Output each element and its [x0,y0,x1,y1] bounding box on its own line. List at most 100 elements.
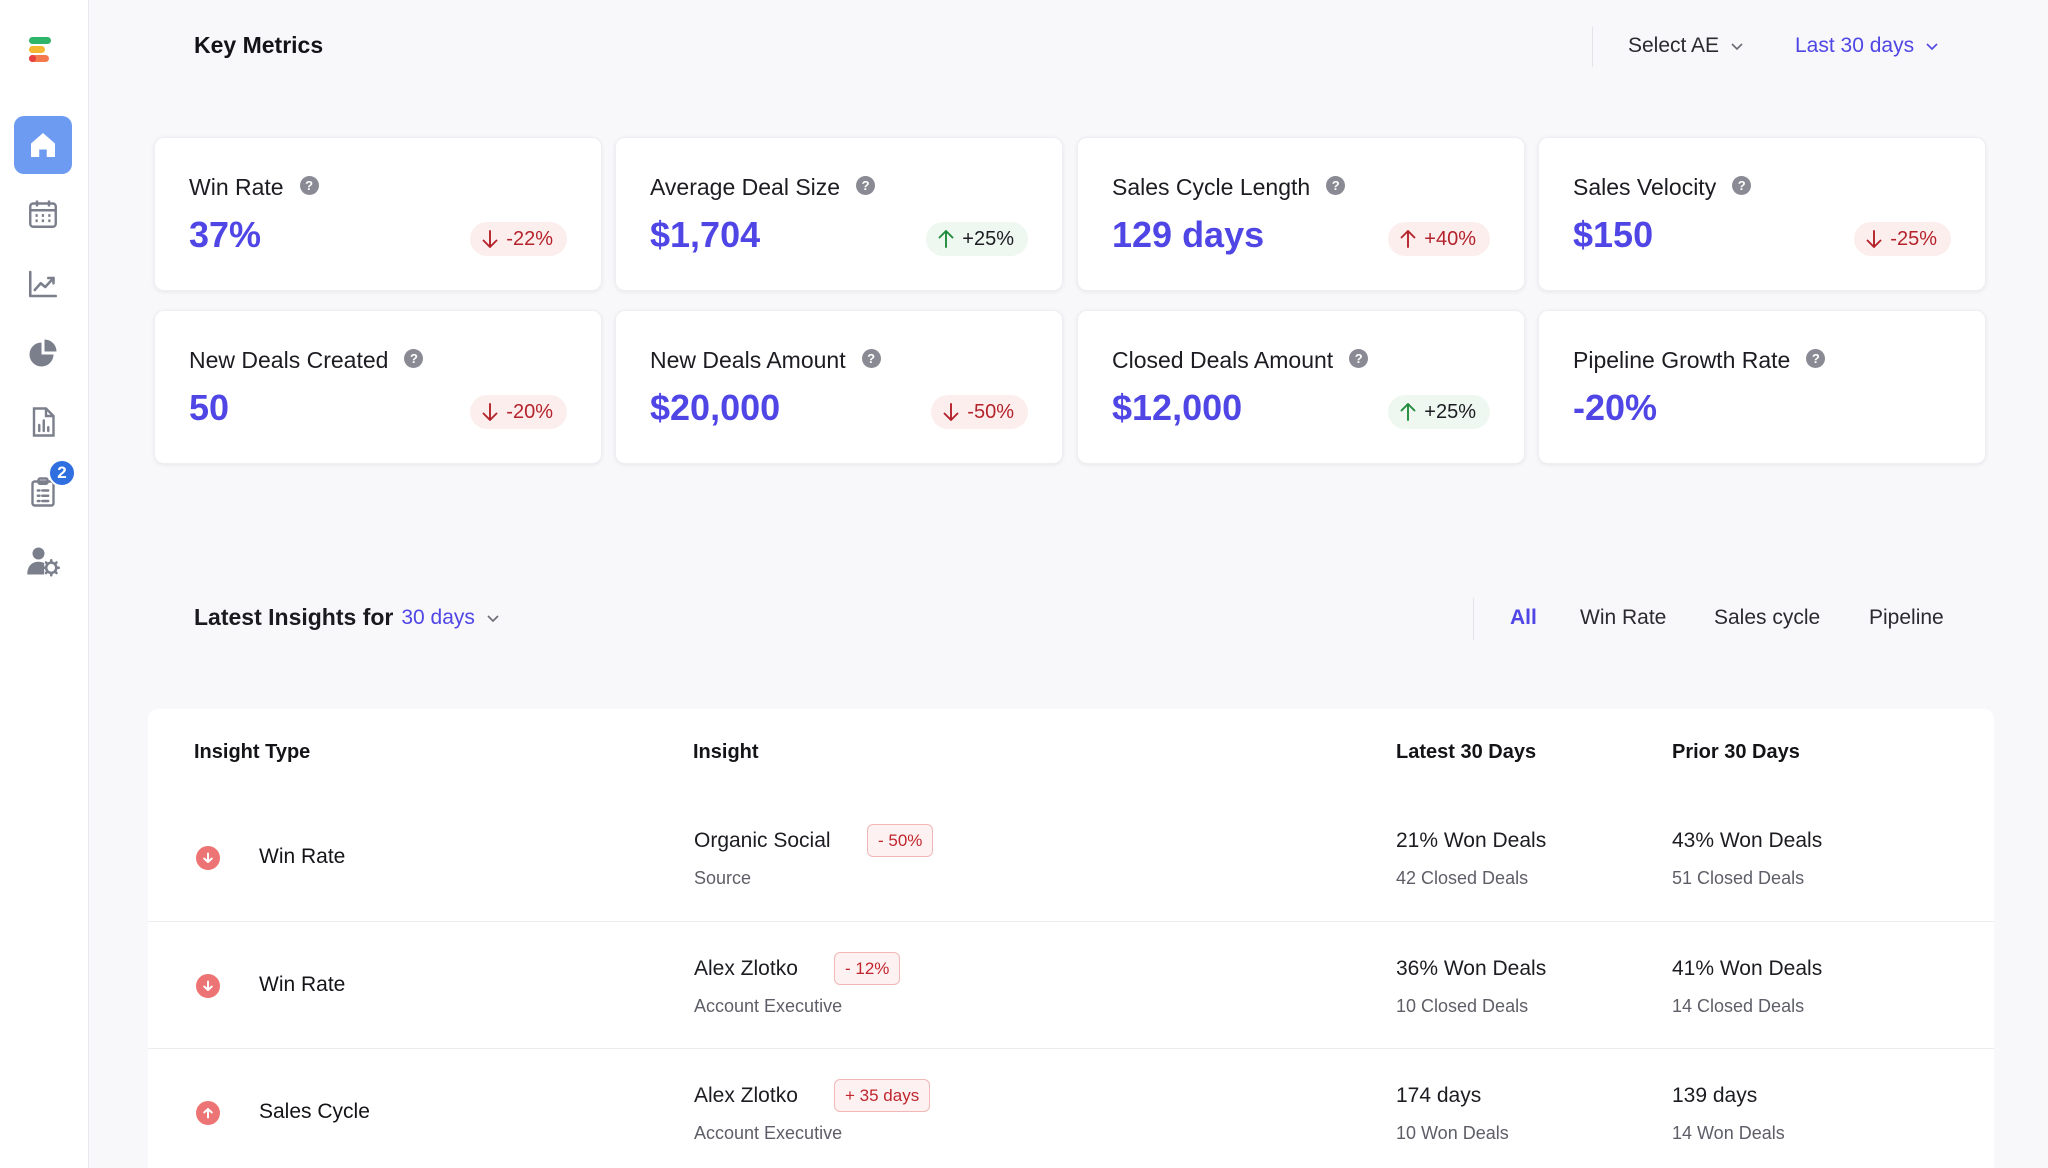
latest-subvalue: 42 Closed Deals [1396,868,1529,888]
help-icon[interactable]: ? [1732,175,1752,195]
arrow-up-icon [1398,228,1418,250]
chevron-down-icon [487,614,499,622]
tab-all[interactable]: All [1510,606,1537,629]
period-dropdown[interactable]: Last 30 days [1795,34,1940,58]
metric-delta-badge: +40% [1388,222,1490,256]
metric-card[interactable]: Sales Cycle Length? 129 days +40% [1077,137,1525,291]
trend-down-icon [196,974,220,998]
latest-subvalue: 10 Won Deals [1396,1123,1509,1143]
help-icon[interactable]: ? [1806,348,1826,368]
user-settings-icon [27,547,61,577]
arrow-up-icon [1398,401,1418,423]
metric-label-text: Average Deal Size [650,174,841,200]
help-icon[interactable]: ? [299,175,319,195]
metric-card[interactable]: New Deals Amount? $20,000 -50% [615,310,1063,464]
select-ae-dropdown[interactable]: Select AE [1628,34,1745,58]
trend-up-icon [196,1101,220,1125]
column-header-latest: Latest 30 Days [1396,741,1537,763]
sidebar-item-admin[interactable] [14,532,72,590]
arrow-down-icon [941,401,961,423]
tabs-divider [1473,598,1474,640]
sidebar-item-home[interactable] [14,116,72,174]
metric-value: 129 days [1112,214,1265,255]
metric-delta-badge: -50% [931,395,1028,429]
metric-value: $20,000 [650,387,781,428]
metric-label: Pipeline Growth Rate? [1573,347,1826,374]
metric-label: Win Rate? [189,174,319,201]
sidebar-item-breakdown[interactable] [14,324,72,382]
help-icon[interactable]: ? [404,348,424,368]
metric-label-text: Sales Cycle Length [1112,174,1311,200]
arrow-down-icon [480,228,500,250]
metric-delta-text: +25% [962,227,1014,250]
metric-delta-text: -22% [506,227,553,250]
tab-win-rate[interactable]: Win Rate [1580,606,1667,629]
help-icon[interactable]: ? [861,348,881,368]
table-row[interactable]: Sales Cycle Alex Zlotko Account Executive +… [148,1048,1994,1168]
metric-card[interactable]: Closed Deals Amount? $12,000 +25% [1077,310,1525,464]
metric-value: 37% [189,214,262,255]
metric-delta-badge: -25% [1854,222,1951,256]
tab-sales-cycle[interactable]: Sales cycle [1714,606,1821,629]
column-header-insight-type: Insight Type [194,741,311,763]
insights-header: Latest Insights for 30 days [194,604,501,631]
table-row[interactable]: Win Rate Alex Zlotko Account Executive - 12… [148,921,1994,1048]
metric-value: 50 [189,387,230,428]
metric-delta-badge: +25% [1388,395,1490,429]
change-chip: + 35 days [834,1079,931,1112]
insight-category: Account Executive [694,996,843,1016]
table-row[interactable]: Win Rate Organic Social Source - 50% 21% Won… [148,794,1994,921]
insights-period-dropdown[interactable]: 30 days [401,606,501,630]
line-chart-icon [28,270,58,298]
metric-label: Sales Velocity? [1573,174,1752,201]
help-icon[interactable]: ? [1349,348,1369,368]
change-chip: - 12% [834,952,901,985]
insight-category: Source [694,868,752,888]
metric-label: New Deals Amount? [650,347,881,374]
metric-label: New Deals Created? [189,347,424,374]
metric-label: Average Deal Size? [650,174,876,201]
sidebar-item-tasks[interactable]: 2 [14,459,76,521]
metric-card[interactable]: Sales Velocity? $150 -25% [1538,137,1986,291]
select-ae-label: Select AE [1628,34,1720,57]
column-header-insight: Insight [693,741,759,763]
chevron-down-icon [1926,43,1938,51]
metric-label-text: Win Rate [189,174,284,200]
metric-delta-text: +40% [1424,227,1476,250]
sidebar-item-analytics[interactable] [14,255,72,313]
insight-name: Organic Social [694,829,831,852]
sidebar-item-reports[interactable] [14,393,72,451]
notification-badge: 2 [48,459,76,487]
insights-table [148,709,1994,1168]
metric-delta-badge: +25% [926,222,1028,256]
metric-card[interactable]: Average Deal Size? $1,704 +25% [615,137,1063,291]
insights-period-label: 30 days [401,605,475,629]
prior-value: 43% Won Deals [1672,829,1823,852]
app-logo[interactable] [29,37,55,71]
sidebar: 2 [0,0,89,1168]
sidebar-item-calendar[interactable] [14,185,72,243]
metric-card[interactable]: New Deals Created? 50 -20% [154,310,602,464]
metric-delta-text: -50% [967,400,1014,423]
metric-card[interactable]: Pipeline Growth Rate? -20% [1538,310,1986,464]
latest-value: 21% Won Deals [1396,829,1547,852]
latest-value: 174 days [1396,1084,1482,1107]
insights-title: Latest Insights for [194,604,394,630]
metric-value: $150 [1573,214,1654,255]
tab-pipeline[interactable]: Pipeline [1869,606,1944,629]
metric-card[interactable]: Win Rate? 37% -22% [154,137,602,291]
column-header-prior: Prior 30 Days [1672,741,1800,763]
latest-value: 36% Won Deals [1396,957,1547,980]
metric-value: $12,000 [1112,387,1243,428]
help-icon[interactable]: ? [856,175,876,195]
page-title: Key Metrics [194,32,324,58]
prior-subvalue: 14 Won Deals [1672,1123,1785,1143]
help-icon[interactable]: ? [1326,175,1346,195]
insight-name: Alex Zlotko [694,1084,798,1107]
metric-delta-text: -25% [1890,227,1937,250]
metric-label-text: Pipeline Growth Rate [1573,347,1791,373]
prior-value: 41% Won Deals [1672,957,1823,980]
chevron-down-icon [1731,43,1743,51]
insight-type: Win Rate [259,845,346,868]
prior-value: 139 days [1672,1084,1758,1107]
